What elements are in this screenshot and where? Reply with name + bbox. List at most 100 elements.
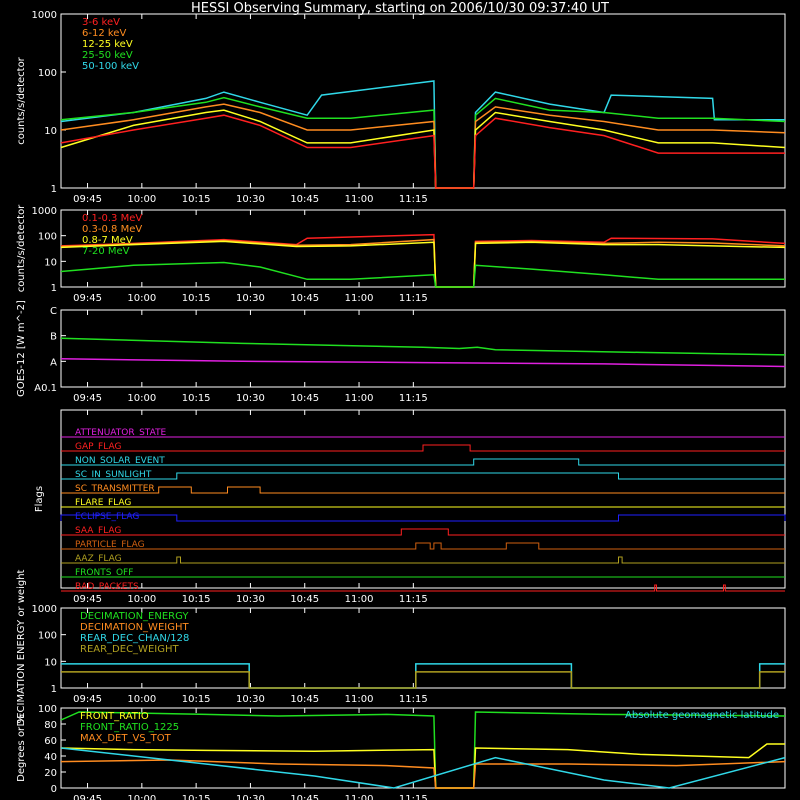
x-tick-label: 10:45 bbox=[290, 293, 319, 304]
legend-entry: 3-6 keV bbox=[82, 17, 120, 28]
flag-label: PARTICLE_FLAG bbox=[75, 540, 145, 550]
x-tick-label: 11:15 bbox=[399, 794, 428, 800]
flag-line-gap-flag bbox=[61, 444, 785, 452]
y-tick-label: 100 bbox=[38, 631, 57, 642]
y-axis-label: DECIMATION ENERGY or weight bbox=[16, 569, 27, 726]
x-tick-label: 10:30 bbox=[236, 594, 265, 605]
legend-entry: REAR_DEC_CHAN/128 bbox=[80, 633, 189, 644]
legend-entry: 0.8-7 MeV bbox=[82, 235, 133, 246]
y-axis-label: counts/s/detector bbox=[16, 204, 27, 292]
flag-label: ATTENUATOR_STATE bbox=[75, 428, 167, 438]
x-tick-label: 11:15 bbox=[399, 194, 428, 205]
y-tick-label: 1 bbox=[51, 684, 57, 695]
y-tick-label: 10 bbox=[44, 257, 57, 268]
series-line-goes-long bbox=[60, 337, 786, 356]
flag-line-particle-flag bbox=[61, 542, 785, 550]
series-line-12-25-kev bbox=[60, 109, 786, 189]
x-tick-label: 09:45 bbox=[73, 194, 102, 205]
x-tick-label: 09:45 bbox=[73, 794, 102, 800]
x-tick-label: 10:45 bbox=[290, 194, 319, 205]
flag-line-eclipse-flag bbox=[60, 514, 786, 522]
flag-label: AAZ_FLAG bbox=[75, 554, 122, 564]
x-tick-label: 11:15 bbox=[399, 594, 428, 605]
flag-label: FRONTS_OFF bbox=[75, 568, 133, 578]
legend-entry: REAR_DEC_WEIGHT bbox=[80, 644, 179, 655]
x-tick-label: 09:45 bbox=[73, 393, 102, 404]
x-tick-label: 10:30 bbox=[236, 694, 265, 705]
x-tick-label: 10:30 bbox=[236, 293, 265, 304]
series-line-rear-dec-weight bbox=[61, 671, 785, 689]
panel-frame bbox=[60, 209, 786, 288]
y-tick-label: C bbox=[50, 306, 57, 317]
legend-entry: DECIMATION_WEIGHT bbox=[80, 622, 189, 633]
x-tick-label: 11:00 bbox=[345, 594, 374, 605]
legend-entry: DECIMATION_ENERGY bbox=[80, 611, 189, 622]
x-tick-label: 10:45 bbox=[290, 694, 319, 705]
panel-p1: 1 10 100 1000 counts/s/detector 09:45 10:00 10:… bbox=[16, 10, 786, 205]
flag-line-aaz-flag bbox=[61, 556, 785, 564]
x-tick-label: 10:45 bbox=[290, 594, 319, 605]
y-axis-label: Degrees or % bbox=[16, 714, 27, 782]
x-tick-label: 11:15 bbox=[399, 293, 428, 304]
panel-p2: 1 10 100 1000 counts/s/detector 09:45 10:00 10:… bbox=[16, 204, 786, 304]
series-line-50-100-kev bbox=[60, 80, 785, 189]
flag-line-bad-packets bbox=[61, 584, 785, 592]
x-tick-label: 09:45 bbox=[73, 594, 102, 605]
series-line-rear-dec-chan-128 bbox=[61, 663, 785, 689]
legend-entry: 6-12 keV bbox=[82, 28, 126, 39]
x-tick-label: 10:15 bbox=[182, 594, 211, 605]
series-line-3-6-kev bbox=[60, 114, 785, 189]
y-tick-label: 0 bbox=[51, 784, 57, 795]
y-axis-label: counts/s/detector bbox=[16, 56, 27, 144]
legend-entry: 12-25 keV bbox=[82, 39, 133, 50]
y-tick-label: 1000 bbox=[32, 10, 57, 21]
legend-entry: MAX_DET_VS_TOT bbox=[80, 733, 172, 744]
y-axis-label: Flags bbox=[34, 486, 45, 512]
flag-label: GAP_FLAG bbox=[75, 442, 121, 452]
y-tick-label: A0.1 bbox=[34, 383, 57, 394]
x-tick-label: 10:00 bbox=[127, 794, 156, 800]
panel-p4: Flags 09:45 10:00 10:15 10:30 10:45 11:00 11:15… bbox=[34, 409, 786, 605]
flag-label: SC_TRANSMITTER bbox=[75, 484, 155, 494]
y-tick-label: 1000 bbox=[32, 604, 57, 615]
y-tick-label: 10 bbox=[44, 126, 57, 137]
panel-p5: 1 10 100 1000 DECIMATION ENERGY or weight 09:… bbox=[16, 569, 786, 726]
x-tick-label: 10:00 bbox=[127, 194, 156, 205]
y-tick-label: 80 bbox=[44, 720, 57, 731]
legend-entry: FRONT_RATIO_1225 bbox=[80, 722, 179, 733]
series-line-goes-short bbox=[60, 358, 786, 368]
flag-line-sc-transmitter bbox=[61, 486, 785, 494]
series-line-7-20-mev bbox=[60, 261, 785, 288]
x-tick-label: 11:00 bbox=[345, 194, 374, 205]
x-tick-label: 11:00 bbox=[345, 694, 374, 705]
flag-label: ECLIPSE_FLAG bbox=[75, 512, 139, 522]
x-tick-label: 10:45 bbox=[290, 393, 319, 404]
x-tick-label: 10:15 bbox=[182, 694, 211, 705]
flag-label: BAD_PACKETS bbox=[75, 582, 139, 592]
x-tick-label: 10:15 bbox=[182, 794, 211, 800]
y-tick-label: 20 bbox=[44, 768, 57, 779]
y-tick-label: A bbox=[50, 357, 57, 368]
x-tick-label: 11:00 bbox=[345, 393, 374, 404]
legend-entry: FRONT_RATIO bbox=[80, 711, 149, 722]
y-tick-label: 100 bbox=[38, 232, 57, 243]
y-tick-label: 1 bbox=[51, 283, 57, 294]
annotation-label: Absolute geomagnetic latitude bbox=[625, 710, 779, 721]
legend-entry: 25-50 keV bbox=[82, 50, 133, 61]
x-tick-label: 09:45 bbox=[73, 694, 102, 705]
y-tick-label: 1 bbox=[51, 184, 57, 195]
flag-line-sc-in-sunlight bbox=[61, 472, 785, 480]
series-line-absolute-geomagnetic-latitude bbox=[60, 747, 786, 789]
x-tick-label: 10:30 bbox=[236, 393, 265, 404]
panel-p3: A0.1 A B C GOES-12 [W m^-2] 09:45 10:00 10:15 10… bbox=[16, 300, 786, 404]
y-tick-label: 1000 bbox=[32, 206, 57, 217]
x-tick-label: 10:00 bbox=[127, 293, 156, 304]
x-tick-label: 11:00 bbox=[345, 794, 374, 800]
legend-entry: 7-20 MeV bbox=[82, 246, 130, 257]
panel-p6: 0 20 40 60 80 100 Degrees or % 09:45 10:00 10:15 1… bbox=[16, 704, 786, 800]
x-tick-label: 10:15 bbox=[182, 293, 211, 304]
y-tick-label: B bbox=[50, 332, 57, 343]
panel-frame bbox=[60, 13, 786, 189]
x-tick-label: 10:00 bbox=[127, 594, 156, 605]
